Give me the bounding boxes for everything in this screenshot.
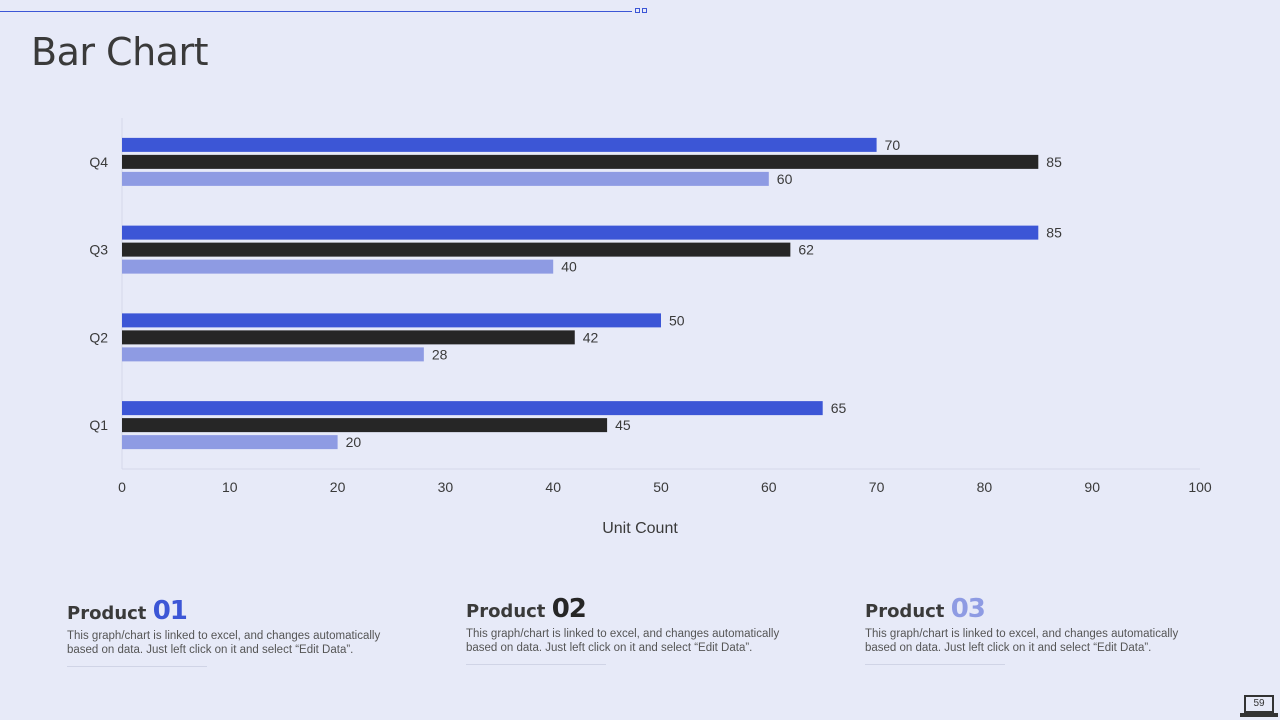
bar — [122, 242, 791, 257]
page-number-stand — [1240, 713, 1278, 717]
data-label: 42 — [583, 329, 599, 345]
data-label: 85 — [1046, 154, 1062, 170]
x-tick-label: 10 — [222, 479, 238, 495]
x-tick-label: 0 — [118, 479, 126, 495]
y-tick-label: Q4 — [89, 154, 108, 170]
data-label: 85 — [1046, 225, 1062, 241]
y-tick-label: Q1 — [89, 417, 108, 433]
data-label: 20 — [346, 434, 362, 450]
x-tick-label: 90 — [1084, 479, 1100, 495]
y-tick-label: Q3 — [89, 242, 108, 258]
bar — [122, 137, 877, 152]
product-description: This graph/chart is linked to excel, and… — [865, 628, 1179, 654]
page-title: Bar Chart — [31, 30, 208, 74]
x-tick-label: 80 — [977, 479, 993, 495]
x-tick-label: 40 — [545, 479, 561, 495]
x-tick-label: 60 — [761, 479, 777, 495]
x-tick-label: 50 — [653, 479, 669, 495]
data-label: 70 — [885, 137, 901, 153]
product-underline — [466, 664, 606, 665]
y-tick-label: Q2 — [89, 329, 108, 345]
data-label: 40 — [561, 259, 577, 275]
bar — [122, 154, 1039, 169]
header-square-right — [642, 8, 647, 13]
product-heading-02: Product 02 — [466, 594, 806, 627]
product-number: 02 — [551, 594, 587, 624]
data-label: 65 — [831, 400, 847, 416]
product-card-03: Product 03 This graph/chart is linked to… — [865, 594, 1205, 665]
product-underline — [67, 666, 207, 667]
x-tick-label: 20 — [330, 479, 346, 495]
product-card-02: Product 02 This graph/chart is linked to… — [466, 594, 806, 665]
bar — [122, 418, 608, 433]
header-rule — [0, 11, 632, 12]
product-label: Product — [67, 603, 147, 624]
data-label: 60 — [777, 171, 793, 187]
product-description: This graph/chart is linked to excel, and… — [67, 630, 381, 656]
x-axis-title: Unit Count — [602, 520, 678, 537]
data-label: 62 — [798, 242, 814, 258]
data-label: 28 — [432, 346, 448, 362]
page-number: 59 — [1244, 695, 1274, 713]
x-tick-label: 100 — [1188, 479, 1212, 495]
header-square-left — [635, 8, 640, 13]
data-label: 45 — [615, 417, 631, 433]
bar-chart: Q1 65 45 20 Q2 50 42 28 Q3 85 62 40 Q4 70 85 60 0 10 20 30 4… — [89, 118, 1212, 537]
product-label: Product — [865, 601, 945, 622]
product-heading-03: Product 03 — [865, 594, 1205, 627]
bar — [122, 435, 338, 450]
product-heading-01: Product 01 — [67, 596, 407, 629]
bar — [122, 347, 424, 362]
product-card-01: Product 01 This graph/chart is linked to… — [67, 596, 407, 667]
product-description: This graph/chart is linked to excel, and… — [466, 628, 780, 654]
x-tick-label: 70 — [869, 479, 885, 495]
data-label: 50 — [669, 312, 685, 328]
product-number: 01 — [152, 596, 188, 626]
bar — [122, 225, 1039, 240]
product-label: Product — [466, 601, 546, 622]
bar — [122, 313, 661, 328]
bar — [122, 401, 823, 416]
x-tick-label: 30 — [438, 479, 454, 495]
bar — [122, 171, 769, 186]
product-number: 03 — [950, 594, 986, 624]
product-underline — [865, 664, 1005, 665]
bar — [122, 259, 554, 274]
bar — [122, 330, 575, 345]
